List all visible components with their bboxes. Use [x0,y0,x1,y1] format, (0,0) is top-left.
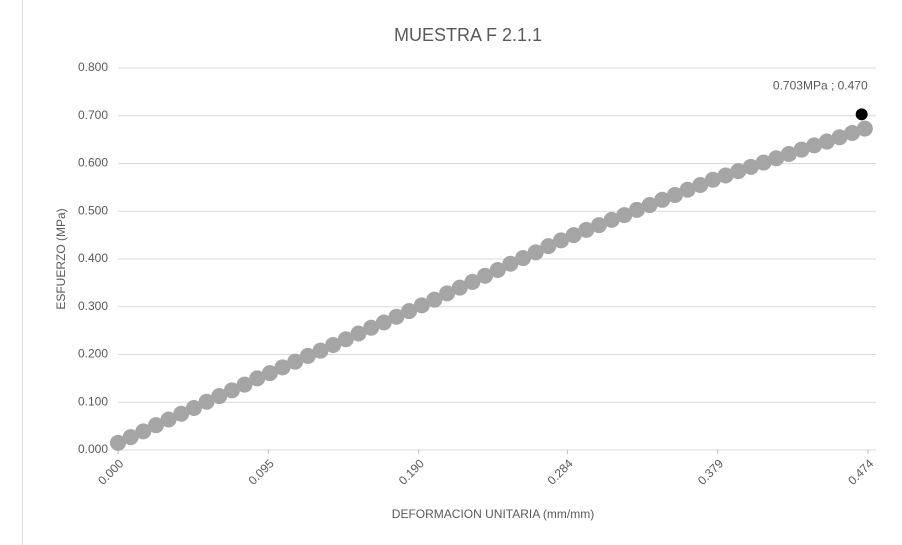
data-point [173,405,190,422]
data-point [855,108,868,121]
data-point [666,187,683,204]
data-point [831,129,848,146]
x-tick-label: 0.000 [95,456,126,487]
data-point [299,347,316,364]
data-point [553,232,570,249]
y-axis-label: ESFUERZO (MPa) [54,208,68,309]
data-point [679,181,696,198]
data-point [198,393,215,410]
x-tick-label: 0.474 [845,456,876,487]
data-point [692,176,709,193]
data-point [185,399,202,416]
y-tick-label: 0.500 [78,203,108,217]
data-point [717,167,734,184]
data-point [477,267,494,284]
data-point [591,217,608,234]
data-point [844,124,861,141]
data-point [768,150,785,167]
data-point [363,319,380,336]
data-point [502,255,519,272]
data-point [451,279,468,296]
data-point [464,273,481,290]
data-point [780,145,797,162]
data-point [122,429,139,446]
data-point [211,388,228,405]
data-label: 0.703MPa ; 0.470 [773,78,868,92]
y-tick-label: 0.600 [78,156,108,170]
y-tick-label: 0.700 [78,108,108,122]
data-point [730,163,747,180]
data-point [223,382,240,399]
data-point [160,411,177,428]
data-point [616,207,633,224]
data-point [565,227,582,244]
data-point [742,158,759,175]
data-point [249,370,266,387]
x-axis-label: DEFORMACION UNITARIA (mm/mm) [392,507,594,521]
data-point [147,417,164,434]
data-point [704,171,721,188]
x-tick-label: 0.284 [545,456,576,487]
data-point [401,303,418,320]
data-point [489,261,506,278]
data-point [578,221,595,238]
data-point [540,238,557,255]
data-point [110,434,126,451]
data-point [388,308,405,325]
y-tick-label: 0.100 [78,394,108,408]
chart-title: MUESTRA F 2.1.1 [394,25,542,45]
x-tick-label: 0.190 [396,456,427,487]
x-tick-label: 0.379 [695,456,726,487]
data-point [274,359,291,376]
data-point [856,120,873,137]
data-point [818,133,835,150]
data-point [337,331,354,348]
data-point [426,291,443,308]
y-tick-label: 0.200 [78,347,108,361]
y-tick-label: 0.800 [78,60,108,74]
y-tick-label: 0.300 [78,299,108,313]
data-point [135,423,152,440]
data-point [261,365,278,382]
x-tick-label: 0.095 [246,456,277,487]
data-point [755,154,772,171]
data-point [641,197,658,214]
data-point [413,297,430,314]
data-point [439,285,456,302]
data-point [628,201,645,218]
y-tick-label: 0.400 [78,251,108,265]
data-point [375,314,392,331]
data-point [793,141,810,158]
data-point [350,325,367,342]
data-point [515,250,532,267]
data-point [236,376,253,393]
data-point [527,244,544,261]
data-point [287,353,304,370]
data-point [603,211,620,228]
data-point [654,191,671,208]
data-point [325,336,342,353]
data-point [806,137,823,154]
data-point [312,342,329,359]
y-tick-label: 0.000 [78,442,108,456]
